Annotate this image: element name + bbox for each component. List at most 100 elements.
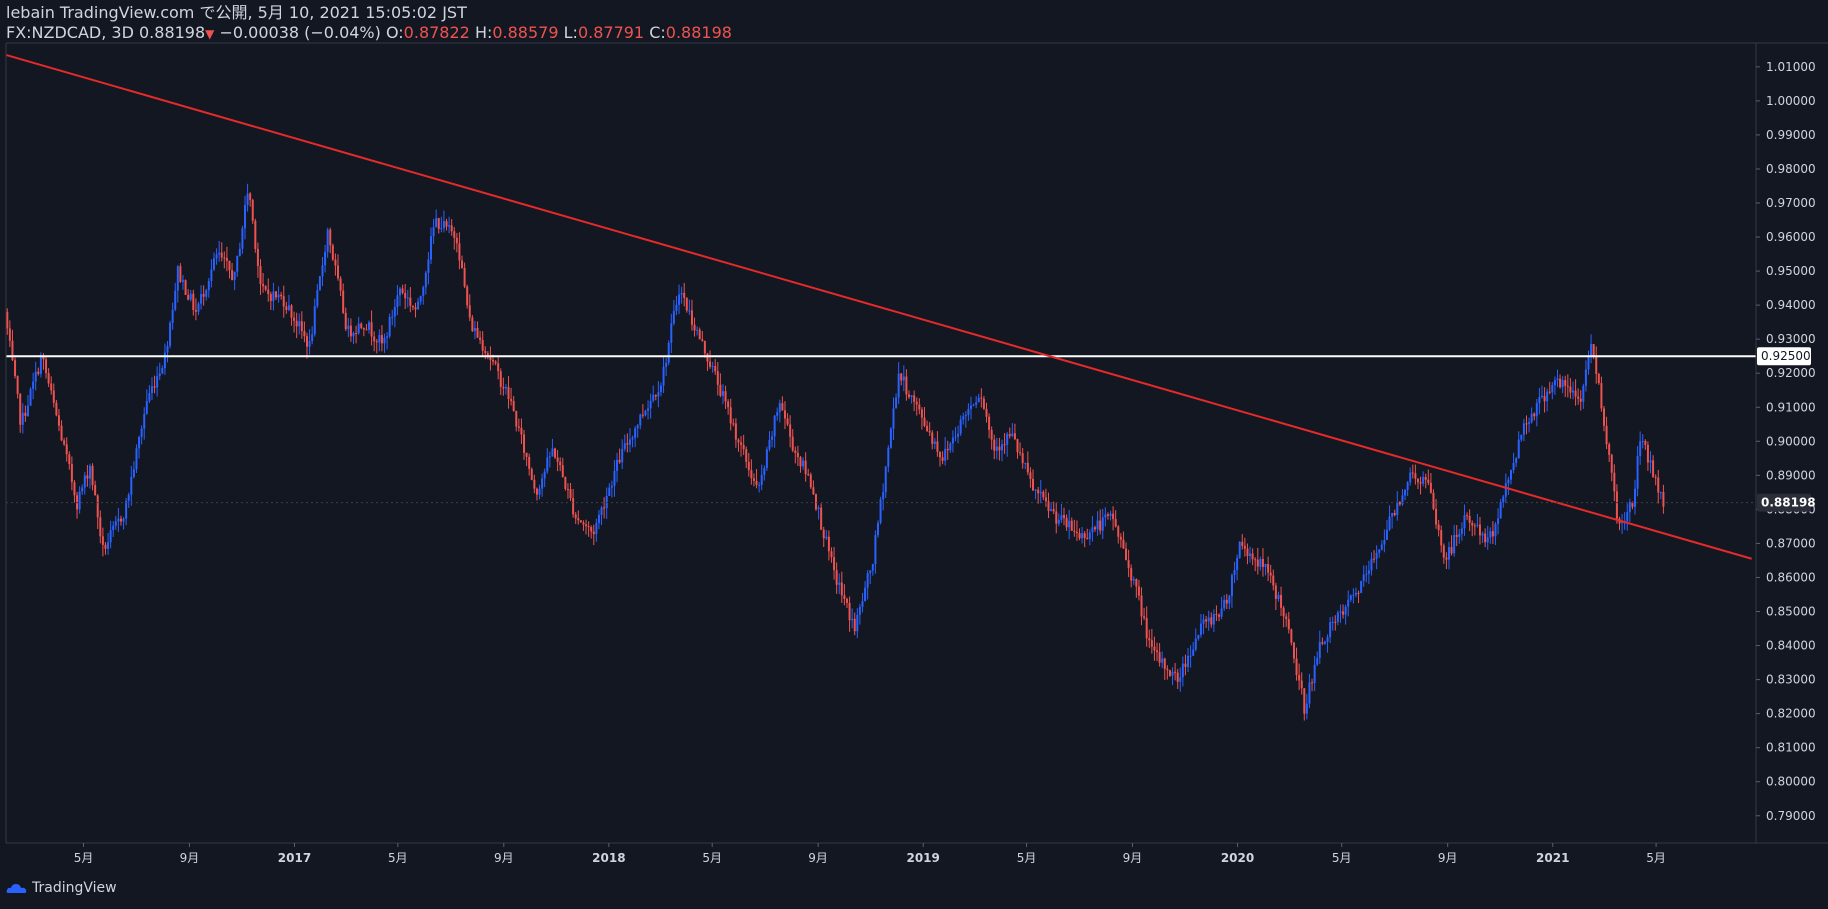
y-tick-label: 0.79000 (1766, 809, 1816, 823)
candle-body (768, 439, 771, 450)
candle-body (1189, 655, 1192, 657)
candle-body (871, 564, 874, 571)
candle-body (1587, 357, 1590, 370)
candle-body (1269, 572, 1272, 576)
candle-body (442, 221, 445, 229)
candle-body (701, 339, 704, 341)
candle-body (1422, 477, 1425, 484)
candle-body (1088, 532, 1091, 540)
candle-body (1109, 513, 1112, 516)
candle-body (538, 488, 541, 495)
candle-body (833, 557, 836, 571)
candle-body (466, 286, 469, 306)
candle-body (373, 336, 376, 342)
candle-body (696, 329, 699, 331)
candle-body (907, 394, 910, 398)
candle-body (1644, 440, 1647, 445)
candle-body (1509, 470, 1512, 480)
candle-body (1548, 391, 1551, 393)
candle-body (1447, 547, 1450, 560)
x-tick-label: 2017 (278, 851, 311, 865)
candle-body (393, 307, 396, 317)
candle-body (1486, 537, 1489, 543)
candle-body (938, 451, 941, 458)
candle-body (473, 327, 476, 332)
candle-body (789, 424, 792, 437)
candle-body (1083, 533, 1086, 539)
candle-body (109, 530, 112, 543)
last-price-text: 0.88198 (1761, 496, 1816, 510)
candle-body (1608, 444, 1611, 455)
candle-body (1313, 664, 1316, 684)
candle-body (391, 316, 394, 318)
candle-body (1290, 629, 1293, 643)
candle-body (709, 361, 712, 367)
candle-body (1383, 539, 1386, 545)
candle-body (794, 450, 797, 453)
time-axis[interactable]: 5月 9月 2017 5月 9月 2018 5月 9月 2019 5月 9月 2020 5月 9月 2021… (74, 843, 1666, 865)
candle-body (1230, 574, 1233, 597)
candle-body (1610, 454, 1613, 473)
candle-body (1287, 619, 1290, 630)
candle-body (194, 310, 197, 312)
candle-body (623, 443, 626, 449)
x-tick-label: 5月 (702, 851, 722, 865)
x-tick-label: 5月 (1017, 851, 1037, 865)
candle-body (507, 387, 510, 400)
candle-body (1251, 553, 1254, 560)
candle-body (233, 271, 236, 280)
candle-body (931, 432, 934, 444)
candle-body (166, 345, 169, 353)
candle-body (711, 366, 714, 368)
candle-body (1176, 672, 1179, 682)
candle-body (838, 582, 841, 585)
candle-body (845, 598, 848, 603)
candle-body (1218, 614, 1221, 617)
candle-body (1228, 596, 1231, 604)
candle-body (1112, 513, 1115, 520)
candle-body (1308, 682, 1311, 704)
candle-body (569, 489, 572, 499)
candle-body (409, 297, 412, 306)
candle-body (65, 444, 68, 455)
candle-body (1233, 570, 1236, 575)
candle-body (1600, 383, 1603, 409)
candle-body (1075, 531, 1078, 534)
x-tick-label: 5月 (388, 851, 408, 865)
tradingview-logo[interactable]: TradingView (6, 880, 117, 896)
candle-body (755, 480, 758, 485)
candle-body (259, 266, 262, 285)
candle-body (243, 205, 246, 229)
candle-body (1411, 472, 1414, 474)
candle-body (719, 384, 722, 396)
candle-body (119, 518, 122, 522)
candle-body (181, 280, 184, 282)
candle-body (652, 394, 655, 401)
price-axis[interactable]: 1.01000 1.00000 0.99000 0.98000 0.97000 0.960… (1756, 60, 1816, 823)
candle-body (1153, 646, 1156, 651)
candle-body (99, 517, 102, 537)
candle-body (1132, 579, 1135, 581)
candle-body (1427, 479, 1430, 483)
candle-body (1566, 385, 1569, 387)
candle-body (1347, 599, 1350, 607)
candle-body (1117, 526, 1120, 537)
candle-body (1432, 492, 1435, 509)
ohlc-legend[interactable]: FX:NZDCAD, 3D 0.88198▼ −0.00038 (−0.04%)… (6, 23, 732, 44)
candle-body (435, 218, 438, 228)
candle-body (1055, 511, 1058, 524)
candle-body (530, 468, 533, 480)
candle-body (647, 408, 650, 411)
y-tick-label: 0.92000 (1766, 366, 1816, 380)
candle-body (1424, 477, 1427, 480)
candle-body (337, 265, 340, 279)
candle-body (212, 258, 215, 270)
candle-body (24, 412, 27, 417)
x-tick-label: 9月 (180, 851, 200, 865)
candle-body (225, 257, 228, 261)
plot-area[interactable] (6, 43, 1756, 843)
candle-body (822, 529, 825, 539)
candle-body (228, 260, 231, 271)
trend-line[interactable] (5, 53, 1752, 560)
